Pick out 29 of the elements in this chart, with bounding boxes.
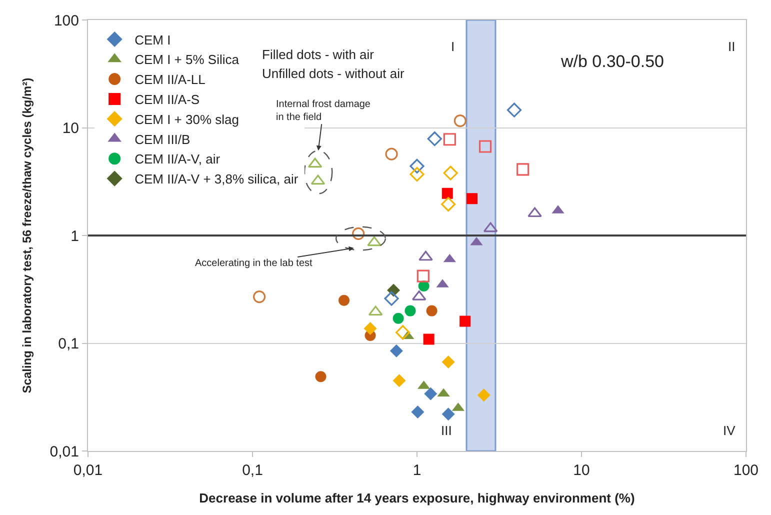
y-tick-label: 0,01 xyxy=(50,443,79,460)
annotation: Unfilled dots - without air xyxy=(262,66,406,81)
x-axis-title: Decrease in volume after 14 years exposure, highway environment (%) xyxy=(199,490,635,506)
x-tick-label: 1 xyxy=(412,462,422,479)
annotation: II xyxy=(728,39,736,54)
legend-label: CEM II/A-V, air xyxy=(134,152,221,167)
legend-label: CEM II/A-LL xyxy=(134,72,206,88)
annotation: IV xyxy=(723,423,736,438)
x-tick-label: 0,1 xyxy=(242,462,263,479)
annotation: Filled dots - with air xyxy=(262,47,375,62)
legend-label: CEM I xyxy=(134,32,171,48)
legend-label: CEM I + 30% slag xyxy=(134,112,239,127)
annotation: I xyxy=(451,39,455,54)
x-tick-label: 10 xyxy=(573,462,590,479)
y-tick-label: 10 xyxy=(62,120,79,137)
annotation: Accelerating in the lab test xyxy=(195,258,313,269)
annotation: III xyxy=(441,423,452,438)
annotation: w/b 0.30-0.50 xyxy=(560,52,664,71)
annotation: Internal frost damage in the field xyxy=(276,99,371,123)
legend-label: CEM II/A-V + 3,8% silica, air xyxy=(134,172,299,187)
legend-label: CEM I + 5% Silica xyxy=(134,52,240,68)
x-tick-label: 100 xyxy=(733,462,759,479)
legend-label: CEM III/B xyxy=(134,132,190,147)
y-tick-label: 100 xyxy=(54,12,79,30)
y-tick-label: 1 xyxy=(70,228,79,245)
y-tick-label: 0,1 xyxy=(58,336,79,352)
legend-label: CEM II/A-S xyxy=(134,92,200,108)
y-axis-title: Scaling in laboratory test, 56 freeze/thaw cycles (kg/m²) xyxy=(20,78,34,394)
x-tick-label: 0,01 xyxy=(73,462,103,479)
